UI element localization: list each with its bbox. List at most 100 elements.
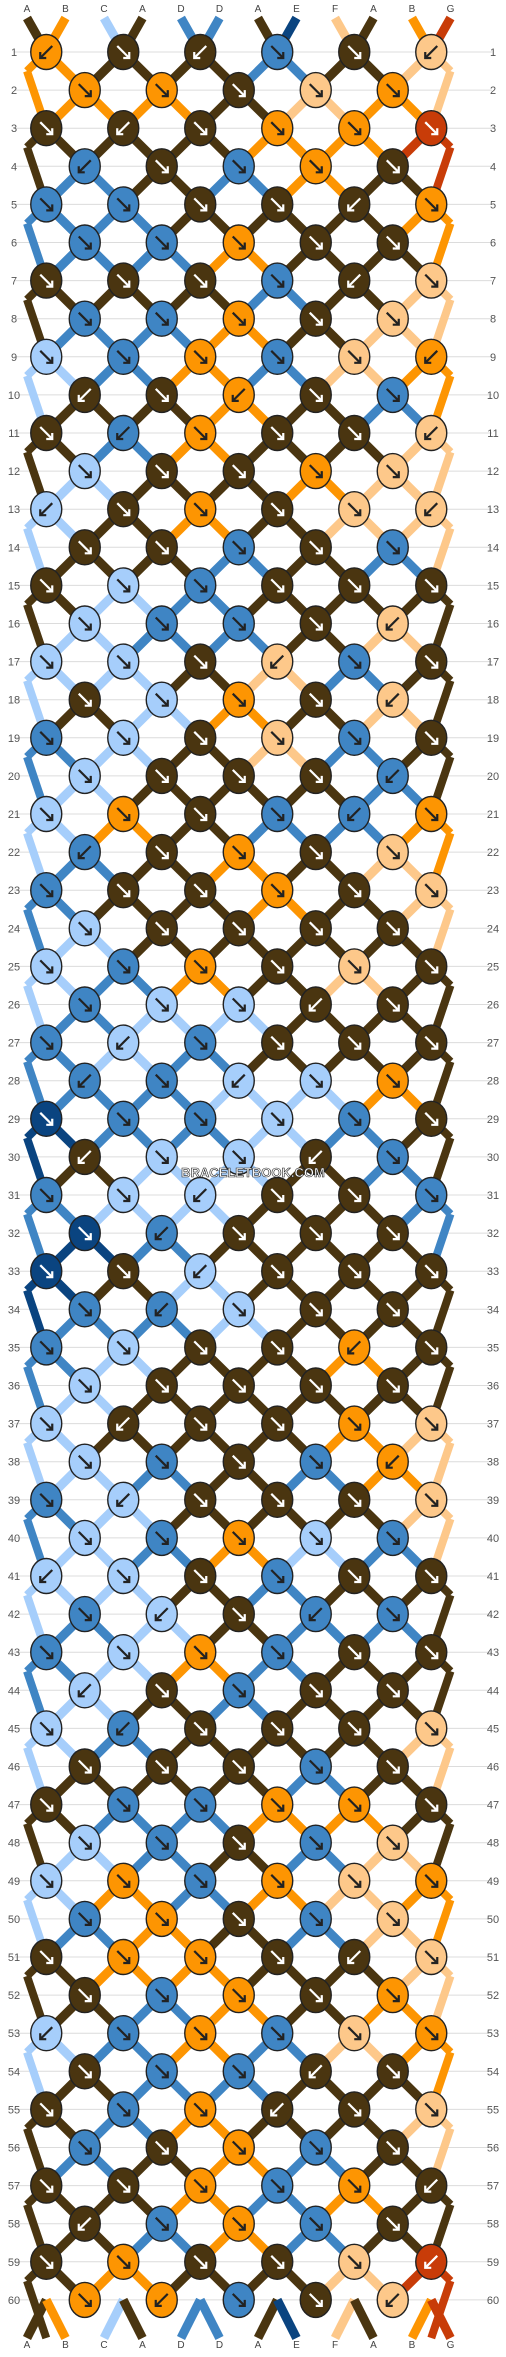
row-number-left: 15	[8, 580, 20, 592]
knot-arrow-icon	[154, 1683, 169, 1698]
bottom-string	[273, 2297, 301, 2341]
knot-arrow-icon	[424, 883, 439, 897]
knot-arrow-head	[84, 2299, 92, 2307]
knot-arrow-head	[315, 1537, 323, 1546]
knot-arrow-head	[200, 204, 208, 212]
knot-arrow-icon	[308, 2064, 323, 2079]
knot-arrow-icon	[270, 502, 285, 516]
row-number-right: 13	[487, 504, 499, 516]
knot-arrow-head	[392, 90, 400, 98]
knot-arrow-icon	[385, 769, 400, 783]
knot-arrow-head	[315, 1995, 323, 2003]
knot-arrow-head	[277, 1347, 285, 1355]
knot-arrow-icon	[77, 2293, 92, 2307]
knot-arrow-icon	[270, 1493, 285, 1507]
knot-arrow-icon	[308, 1912, 323, 1926]
knot-arrow-icon	[116, 2102, 131, 2117]
knot-arrow-head	[84, 1537, 92, 1546]
knot-arrow-icon	[154, 2216, 169, 2231]
knots	[30, 33, 448, 2319]
knot-arrow-head	[46, 204, 54, 212]
row-number-right: 14	[487, 542, 499, 554]
knot-arrow-head	[277, 2033, 285, 2041]
knot-arrow-head	[123, 2261, 131, 2269]
knot-arrow-head	[238, 90, 246, 98]
knot-arrow-head	[200, 1728, 208, 1736]
knot-arrow-icon	[154, 83, 169, 97]
knot-arrow-icon	[270, 1721, 285, 1736]
knot-arrow-head	[46, 1728, 54, 1736]
knot-arrow-icon	[385, 692, 400, 707]
knot-arrow-head	[238, 1690, 246, 1698]
knot-arrow-head	[238, 852, 246, 860]
knot-arrow-icon	[308, 1150, 323, 1164]
knot-arrow-head	[46, 661, 54, 669]
knot-arrow-head	[161, 90, 169, 98]
row-number-left: 39	[8, 1495, 20, 1507]
knot-arrow-icon	[116, 1264, 131, 1278]
knot-arrow-icon	[270, 45, 285, 59]
knot-arrow-head	[385, 775, 393, 784]
knot-arrow-icon	[154, 997, 169, 1012]
knot-arrow-head	[161, 1385, 169, 1393]
knot-arrow-head	[123, 1880, 131, 1888]
knot-arrow-head	[277, 1499, 285, 1507]
knot-arrow-icon	[347, 2255, 362, 2269]
knot-arrow-icon	[385, 921, 400, 936]
knot-arrow-icon	[77, 311, 92, 326]
row-number-right: 46	[487, 1762, 499, 1774]
knot-arrow-icon	[424, 1645, 439, 1659]
knot-arrow-head	[308, 1614, 316, 1622]
knot-arrow-icon	[193, 1035, 208, 1050]
row-number-right: 57	[487, 2181, 499, 2193]
knot-arrow-icon	[77, 1531, 92, 1545]
knot-arrow-head	[238, 623, 246, 631]
knot-arrow-icon	[193, 959, 208, 974]
knot-arrow-head	[39, 52, 47, 60]
knot-arrow-head	[161, 1156, 169, 1165]
row-number-left: 9	[11, 352, 17, 364]
knot-arrow-head	[46, 1042, 54, 1050]
knot-arrow-head	[315, 1918, 323, 1927]
knot-arrow-icon	[154, 1302, 169, 1317]
knot-arrow-icon	[347, 1112, 362, 1126]
knot-arrow-icon	[385, 845, 400, 859]
knot-arrow-icon	[424, 273, 439, 288]
knot-arrow-head	[431, 661, 439, 669]
string-label-bottom: B	[62, 2340, 69, 2351]
row-number-left: 20	[8, 771, 20, 783]
knot-arrow-icon	[231, 997, 246, 1012]
knot-arrow-head	[123, 1347, 131, 1355]
row-number-right: 53	[487, 2028, 499, 2040]
row-number-left: 45	[8, 1723, 20, 1735]
knot-arrow-head	[46, 2185, 54, 2193]
knot-arrow-icon	[424, 2255, 439, 2269]
row-number-left: 7	[11, 276, 17, 288]
knot-arrow-icon	[154, 311, 169, 326]
knot-arrow-head	[277, 1957, 285, 1965]
row-number-right: 58	[487, 2219, 499, 2231]
knot-arrow-icon	[154, 1454, 169, 1469]
knot-arrow-head	[392, 242, 400, 250]
knot-arrow-head	[200, 585, 208, 593]
bottom-string	[119, 2297, 147, 2341]
knot-arrow-head	[46, 890, 54, 898]
knot-arrow-icon	[154, 1912, 169, 1926]
knot-arrow-icon	[116, 502, 131, 516]
knot-arrow-icon	[385, 1226, 400, 1240]
knot-arrow-head	[392, 1918, 400, 1927]
knot-arrow-head	[347, 280, 355, 288]
knot-arrow-head	[431, 1880, 439, 1888]
knot-arrow-icon	[308, 1607, 323, 1621]
knot-arrow-head	[231, 1080, 239, 1088]
row-number-right: 55	[487, 2104, 499, 2116]
knot-arrow-head	[392, 2147, 400, 2155]
row-number-left: 14	[8, 542, 20, 554]
string-label-bottom: D	[216, 2340, 223, 2351]
knot-arrow-head	[161, 1080, 169, 1088]
knot-arrow-icon	[308, 83, 323, 97]
knot-arrow-icon	[347, 731, 362, 745]
knot-arrow-icon	[424, 1721, 439, 1736]
knot-arrow-head	[200, 1576, 208, 1584]
knot-arrow-icon	[116, 578, 131, 593]
